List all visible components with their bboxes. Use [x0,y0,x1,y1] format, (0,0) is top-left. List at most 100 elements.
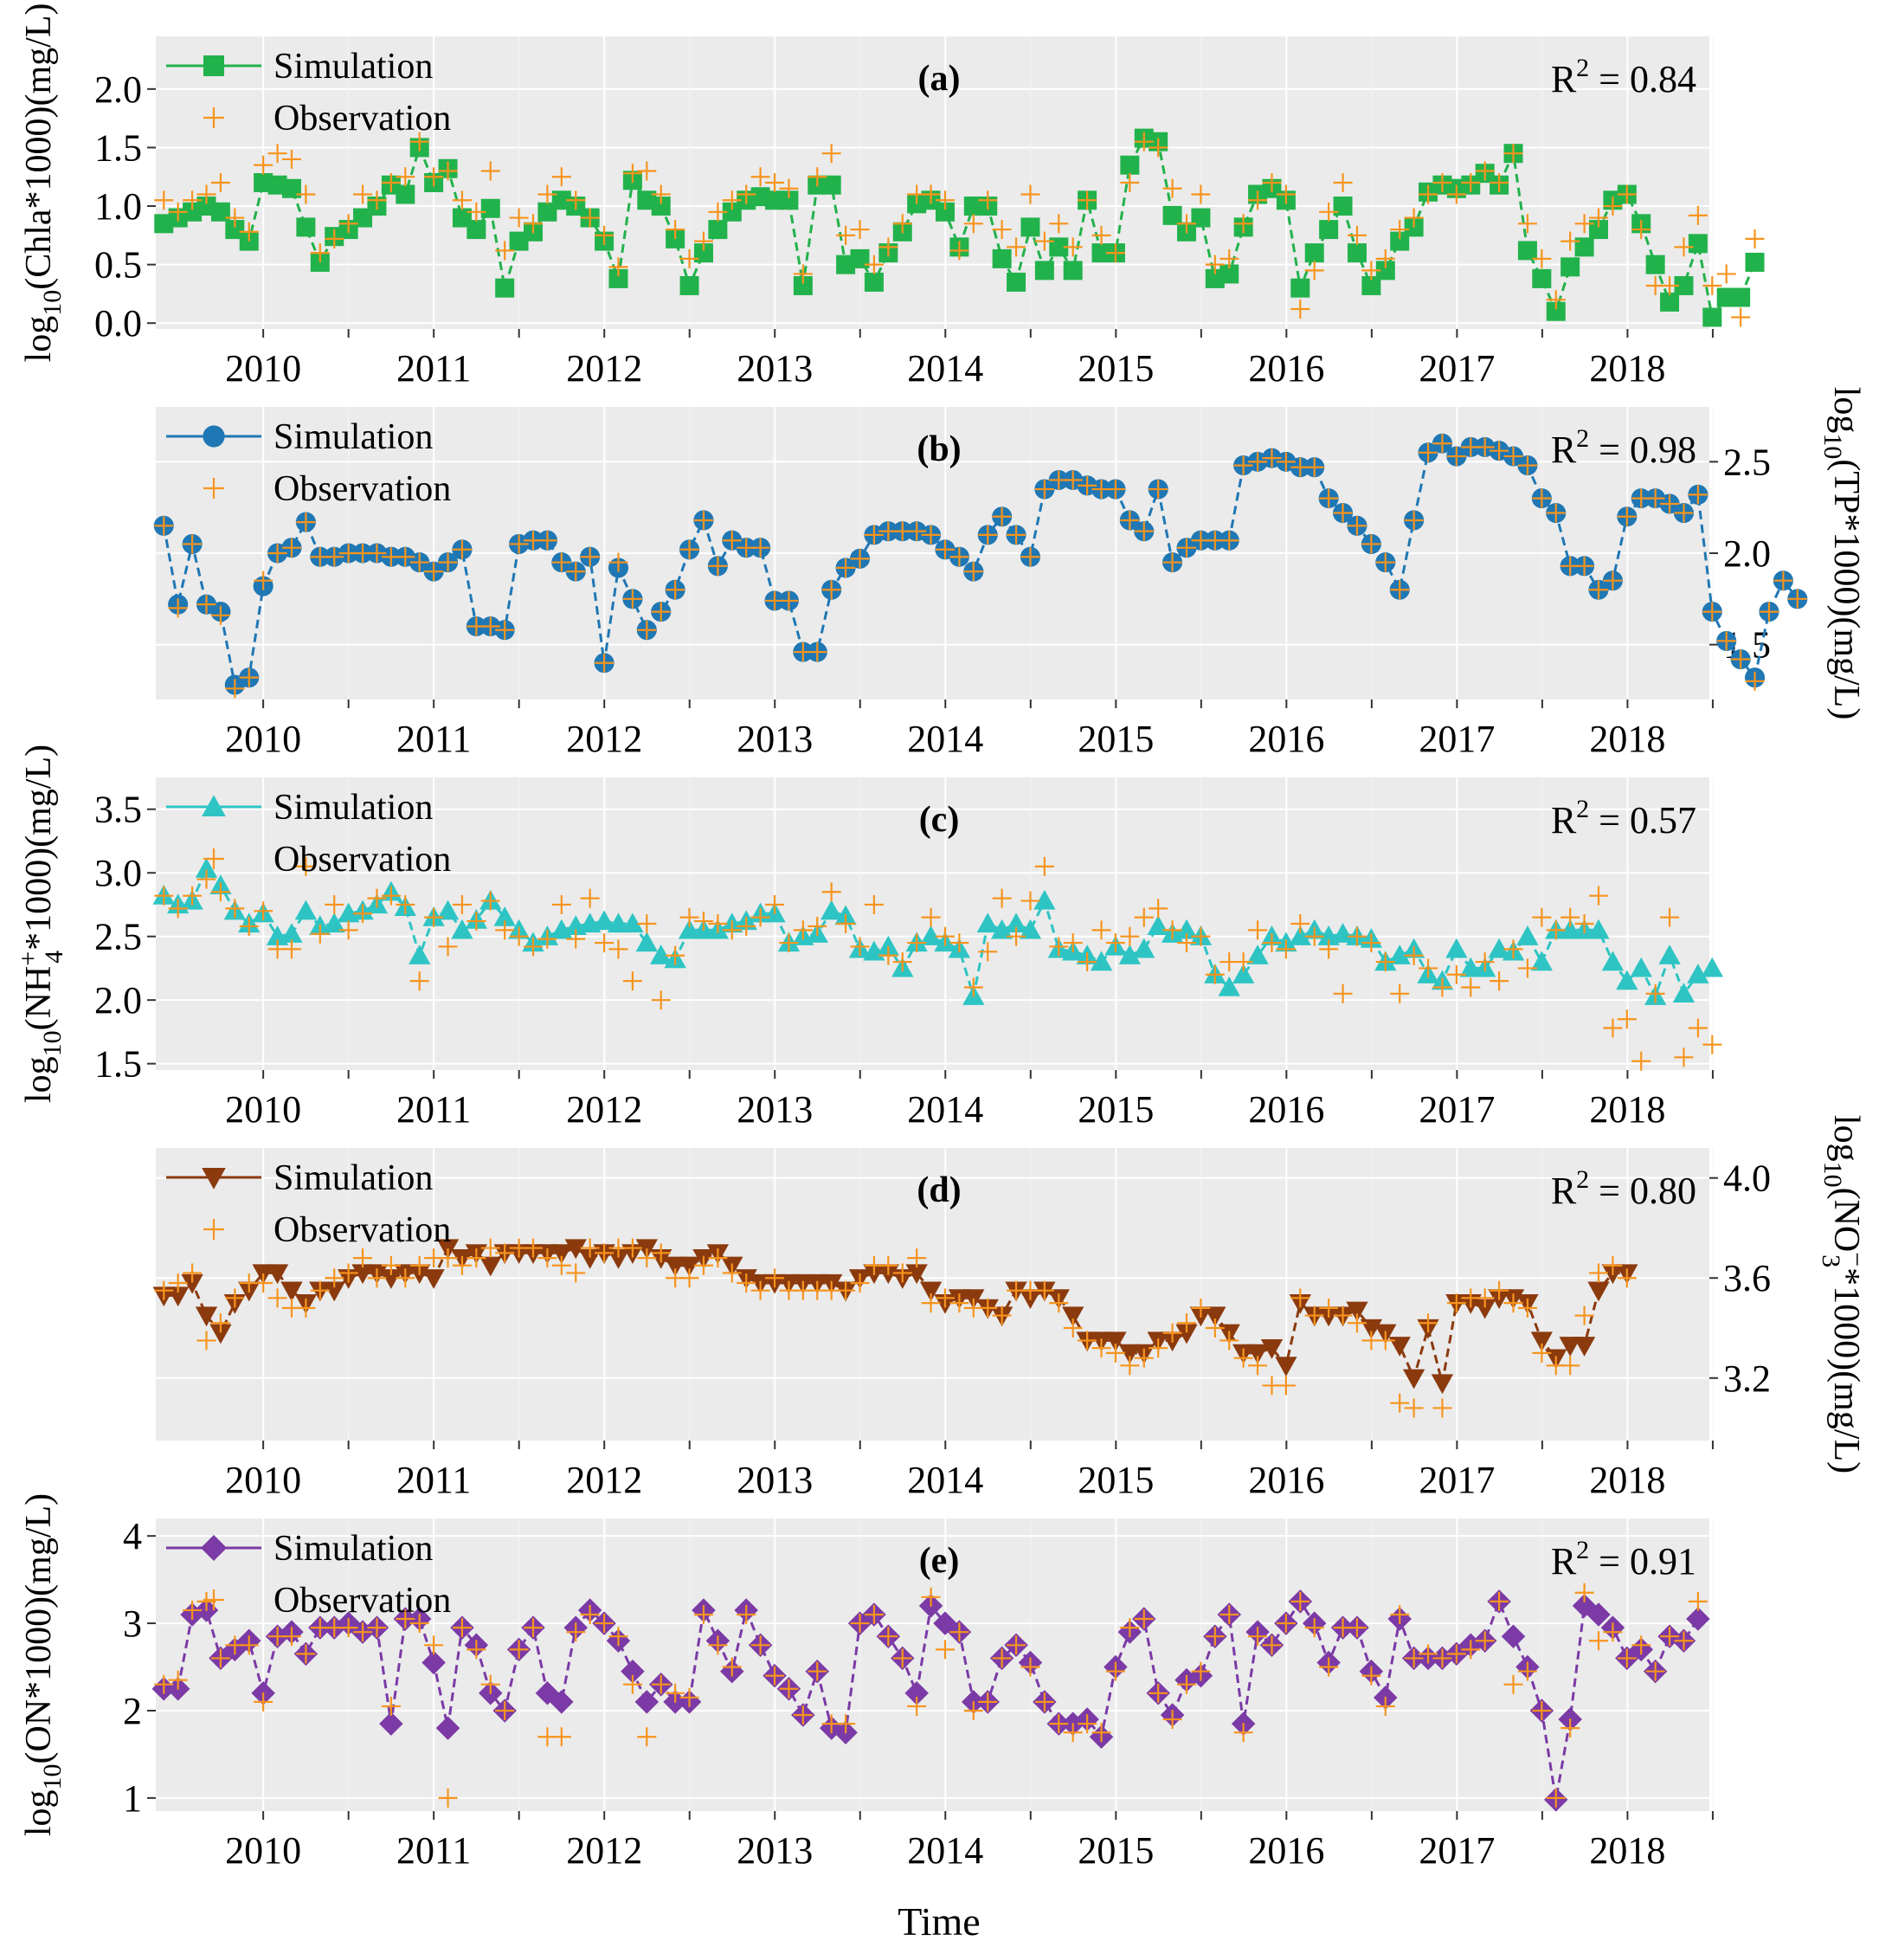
observation-point [737,1273,756,1293]
observation-point [1248,1627,1268,1647]
observation-point [1078,190,1097,210]
observation-point [438,161,458,181]
legend-sim-label: Simulation [273,788,433,828]
observation-point [1603,1255,1623,1275]
observation-point [850,220,870,240]
simulation-point [634,1690,660,1714]
x-tick-label: 2017 [1419,718,1495,760]
observation-point [992,220,1012,240]
observation-point [949,933,969,953]
observation-point [452,1618,472,1638]
observation-point [267,144,287,164]
observation-point [296,856,316,876]
observation-point [225,208,245,228]
observation-point [524,937,544,957]
y-tick-label: 2.5 [1723,441,1771,483]
observation-point [949,241,969,261]
observation-point [239,1635,259,1655]
observation-point [353,184,373,204]
simulation-point [396,184,415,204]
observation-point [1333,983,1353,1003]
panel-label: (b) [917,429,961,469]
observation-point [1375,952,1395,972]
observation-point [1645,488,1665,508]
observation-point [381,1255,401,1275]
observation-point [737,916,756,936]
x-tick-label: 2016 [1248,718,1324,760]
observation-point [892,214,912,234]
simulation-point [1672,983,1696,1003]
simulation-point [1204,1306,1226,1327]
observation-point [1205,964,1225,984]
observation-point [438,552,458,572]
observation-point [296,1644,316,1664]
observation-point [1020,891,1040,911]
r-squared: R2 = 0.57 [1551,795,1696,841]
observation-point [637,914,657,933]
observation-point [183,1600,203,1620]
observation-point [1134,907,1154,927]
simulation-point [635,932,658,952]
observation-point [509,534,529,554]
x-axis-title: Time [898,1899,980,1944]
simulation-point [1559,919,1581,939]
observation-point [963,562,983,582]
observation-point [551,1255,571,1275]
observation-point [409,1614,429,1634]
observation-point [892,1263,912,1283]
simulation-point [436,899,460,920]
y-tick-label: 2.0 [1723,532,1771,575]
y-tick-label: 2.0 [94,979,142,1022]
simulation-point [1731,287,1751,307]
observation-point [1375,1331,1395,1351]
observation-point [821,580,841,600]
observation-point [821,882,841,902]
panel-label: (a) [918,59,961,99]
simulation-point [793,275,813,295]
observation-point [992,506,1012,526]
simulation-point [550,1690,574,1714]
observation-point [467,1248,486,1268]
observation-point [1674,237,1694,257]
panel-label: (d) [917,1170,961,1210]
observation-point [1248,1356,1268,1376]
observation-point [595,933,615,953]
observation-point [1588,1631,1608,1651]
r-squared-prefix: R [1551,1170,1577,1212]
y-tick-label: 3.6 [1723,1257,1771,1299]
simulation-point [181,1273,203,1294]
observation-point [1007,926,1026,946]
x-tick-label: 2014 [907,718,983,760]
simulation-point [435,1716,460,1740]
observation-point [396,1268,415,1288]
legend-obs-label: Observation [273,1210,451,1250]
simulation-point [421,1650,446,1675]
observation-point [381,173,401,192]
legend: Simulation Observation [166,417,451,509]
simulation-point [1586,1602,1611,1627]
observation-point [1787,589,1807,609]
observation-point [1347,1313,1367,1333]
observation-point [679,1268,699,1288]
observation-point [1262,173,1282,192]
observation-point [693,510,713,530]
legend-obs-marker [203,478,224,499]
simulation-point [280,1281,303,1302]
x-tick-label: 2016 [1248,1459,1324,1501]
y-axis-label: log10(Chla*1000)(mg/L) [19,3,67,363]
y-axis-label-part: 10 [1818,433,1847,459]
observation-point [750,1280,770,1300]
observation-point [1191,184,1211,204]
observation-point [1532,488,1552,508]
observation-point [1446,1293,1466,1313]
observation-point [1319,202,1339,222]
observation-point [1233,455,1253,475]
simulation-point [1501,1624,1526,1648]
simulation-point [1289,925,1311,945]
observation-point [1177,214,1197,234]
observation-point [281,1627,301,1647]
observation-point [254,1273,273,1293]
observation-point [1078,952,1097,972]
observation-point [708,202,728,222]
observation-point [296,184,316,204]
